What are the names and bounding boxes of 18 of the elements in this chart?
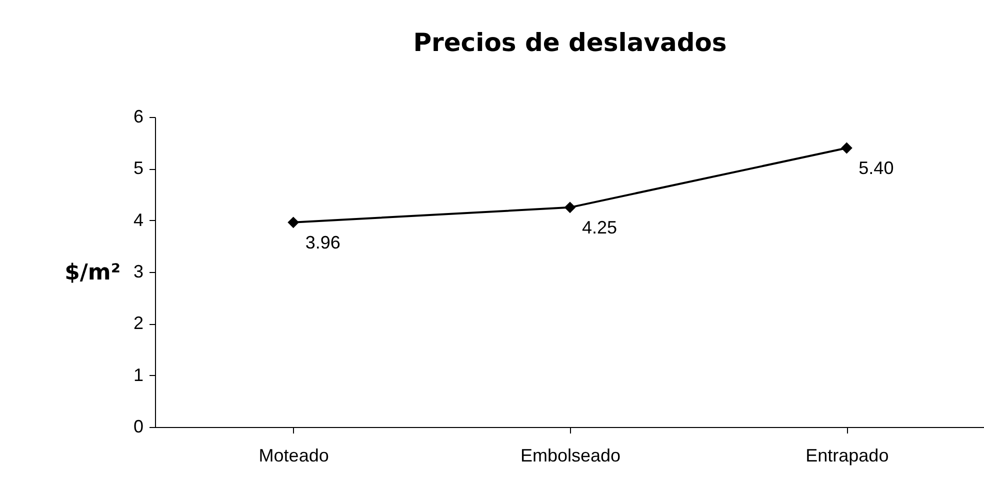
y-tick-label: 1 xyxy=(133,364,144,385)
x-tick-label: Moteado xyxy=(258,446,329,466)
point xyxy=(288,216,300,228)
y-tick-label: 2 xyxy=(133,313,144,334)
data-label: 4.25 xyxy=(582,217,618,238)
y-tick-label: 3 xyxy=(133,262,144,282)
y-axis-title: $/m² xyxy=(64,260,120,286)
x-tick-label: Entrapado xyxy=(806,446,889,466)
y-tick-label: 5 xyxy=(133,158,144,178)
point xyxy=(564,202,576,214)
data-label: 5.40 xyxy=(858,158,894,178)
y-tick-label: 0 xyxy=(133,416,144,436)
y-tick-label: 6 xyxy=(133,106,144,126)
x-tick-label: Embolseado xyxy=(520,446,621,466)
point xyxy=(840,142,852,154)
y-tick-label: 4 xyxy=(133,210,144,230)
chart-title: Precios de deslavados xyxy=(413,28,727,57)
data-label: 3.96 xyxy=(305,232,340,252)
